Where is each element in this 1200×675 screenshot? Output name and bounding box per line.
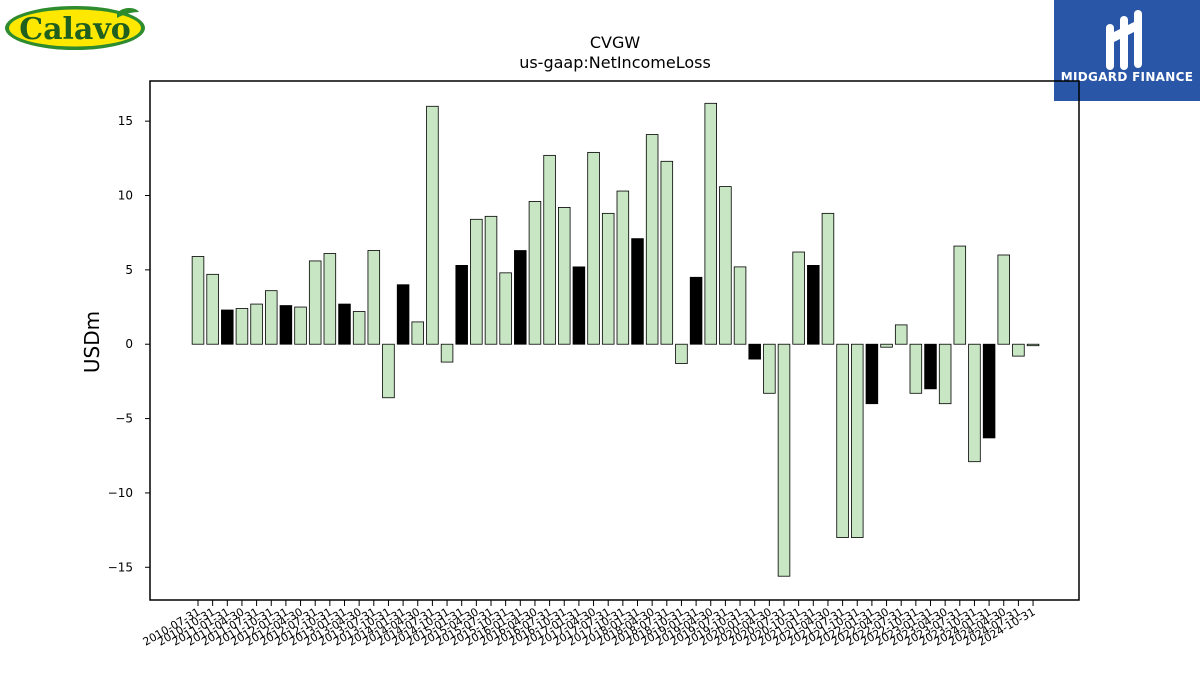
leaf-icon [117,8,139,18]
bar-2016-10-31 [558,206,571,345]
bar-2014-10-31 [440,343,454,363]
calavo-logo-fill [9,9,141,47]
bar-2019-10-31 [733,266,747,345]
bar-2022-04-30 [880,343,893,348]
bar-2022-01-31 [865,343,879,405]
bar-2023-04-30 [938,343,952,405]
bar-2022-07-31 [894,324,908,345]
bar-2017-10-31 [616,190,630,345]
bar-2024-04-30 [997,254,1011,345]
bar-2011-04-30 [235,308,249,345]
y-tick-label: 0 [125,337,133,351]
bar-2020-10-31 [792,251,805,345]
y-tick-label: 10 [118,189,133,203]
bar-2015-10-31 [499,272,512,345]
bar-2021-04-30 [821,212,835,345]
bar-2024-10-31 [1026,343,1040,347]
bar-2015-07-31 [484,215,498,345]
bar-2018-10-31 [675,343,688,364]
bar-2014-01-31 [396,284,410,345]
x-axis-ticks: 2010-07-312010-10-312011-01-312011-04-30… [141,600,1038,649]
bar-2013-07-31 [367,250,381,345]
bar-2020-04-30 [763,343,776,394]
y-tick-label: −15 [108,560,133,574]
midgard-finance-logo: MIDGARD FINANCE [1054,0,1200,101]
midgard-logo-text: MIDGARD FINANCE [1060,70,1194,84]
calavo-logo: Calavo [4,4,147,52]
y-axis-ticks: −15 −10 −5 0 5 10 15 [108,114,150,574]
bar-2011-07-31 [250,303,263,345]
bar-2019-07-31 [719,186,732,345]
bar-2014-07-31 [426,105,439,345]
bar-2018-07-31 [660,160,674,345]
bar-2010-10-31 [206,273,219,345]
bar-2016-01-31 [514,250,527,345]
y-tick-label: 15 [118,114,133,128]
bar-2016-07-31 [543,154,556,345]
bar-2020-01-31 [748,343,761,360]
bars-group [191,102,1040,577]
bar-2022-10-31 [909,343,923,394]
calavo-logo-text: Calavo [19,12,131,47]
bar-2015-01-31 [455,264,468,345]
bar-2017-01-31 [572,266,586,345]
bar-2018-04-30 [645,134,659,345]
bar-2012-04-30 [294,306,307,345]
bar-2013-04-30 [352,311,366,345]
chart-subtitle: us-gaap:NetIncomeLoss [519,53,711,72]
bar-2023-01-31 [924,343,937,390]
bar-2013-10-31 [382,343,395,399]
bar-2012-01-31 [279,305,293,345]
chart-title: CVGW [590,33,641,52]
bar-2019-04-30 [704,102,718,345]
bar-2016-04-30 [528,201,542,345]
bar-2015-04-30 [470,218,483,345]
bar-2021-01-31 [807,264,820,345]
bar-2012-10-31 [323,253,337,345]
bar-2013-01-31 [338,303,351,345]
bar-2012-07-31 [308,260,322,345]
bar-2019-01-31 [689,276,703,345]
midgard-emblem-icon [1106,10,1142,70]
bar-2011-01-31 [221,309,234,345]
bar-2014-04-30 [411,321,424,345]
bar-2011-10-31 [264,290,278,345]
bar-2024-01-31 [982,343,996,439]
y-tick-label: −10 [108,486,133,500]
y-axis-label: USDm [80,311,104,373]
bar-2023-10-31 [968,343,981,463]
y-tick-label: −5 [115,412,133,426]
bar-2018-01-31 [631,238,644,345]
bar-2017-04-30 [587,151,600,345]
bar-2010-07-31 [191,256,205,345]
bar-2021-10-31 [851,343,864,538]
plot-frame [149,80,1080,601]
bar-2017-07-31 [601,212,615,345]
y-tick-label: 5 [125,263,133,277]
bar-2023-07-31 [953,245,967,345]
bar-2020-07-31 [777,343,791,577]
bar-2024-07-31 [1012,343,1025,357]
bar-2021-07-31 [836,343,849,538]
